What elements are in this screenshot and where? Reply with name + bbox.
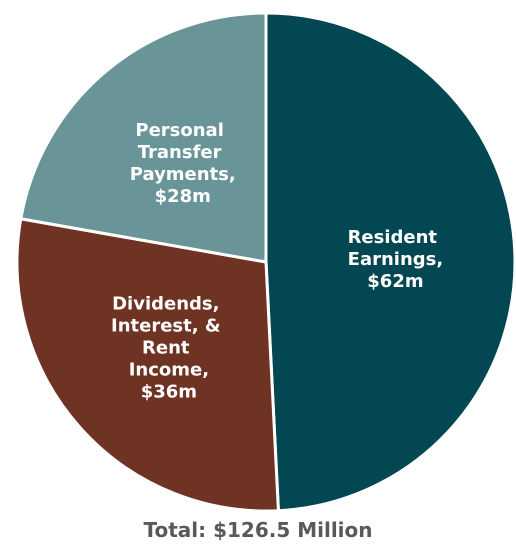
slice-label: Resident Earnings, [348, 227, 444, 270]
slice-label: Personal Transfer Payments, [130, 120, 236, 185]
slice-value: $28m [155, 186, 211, 207]
pie-slice [19, 11, 268, 264]
pie-slice [15, 217, 280, 513]
pie-slice [264, 11, 516, 513]
slice-label: Dividends, Interest, & Rent Income, [111, 294, 227, 381]
slice-value: $62m [367, 271, 423, 292]
slice-value: $36m [141, 382, 197, 403]
caption: Total: $126.5 Million [143, 518, 372, 542]
